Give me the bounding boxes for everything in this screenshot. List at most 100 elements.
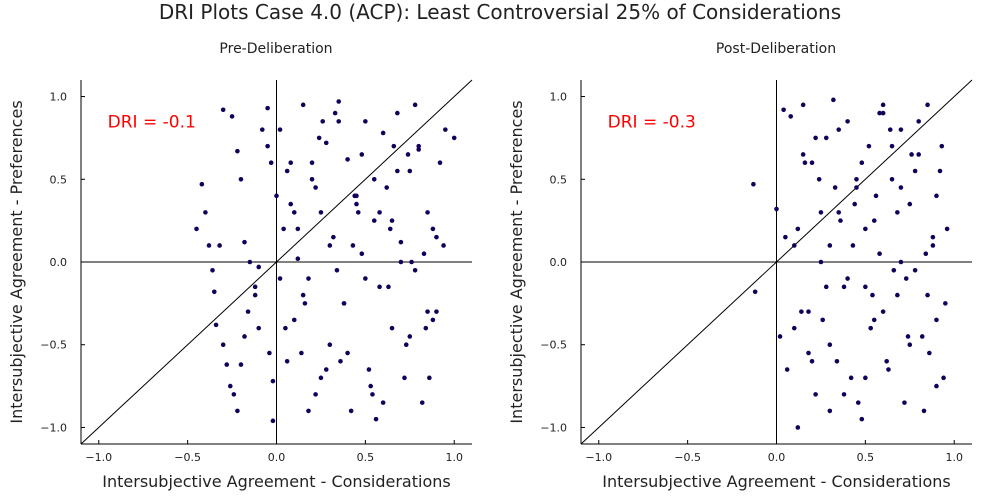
data-point: [309, 160, 315, 166]
data-point: [925, 102, 930, 108]
data-point: [395, 110, 400, 116]
data-point: [398, 259, 404, 265]
data-point: [355, 210, 361, 215]
data-point: [270, 378, 276, 384]
data-point: [451, 135, 457, 141]
data-point: [752, 289, 758, 295]
data-point: [409, 259, 414, 265]
data-point: [783, 234, 788, 240]
data-point: [345, 157, 350, 162]
y-tick-label: −1.0: [40, 421, 67, 434]
data-point: [412, 102, 418, 108]
data-point: [352, 193, 358, 199]
data-point: [318, 375, 324, 381]
data-point: [238, 176, 244, 182]
data-point: [781, 107, 786, 113]
data-point: [841, 392, 847, 397]
data-point: [235, 148, 240, 154]
data-point: [430, 317, 436, 323]
data-point: [898, 127, 904, 132]
data-point: [270, 418, 276, 424]
data-point: [348, 408, 354, 414]
data-point: [363, 276, 368, 281]
data-point: [848, 375, 854, 381]
data-point: [323, 140, 329, 146]
y-tick-label: 0.5: [550, 173, 568, 186]
data-point: [852, 201, 857, 207]
chart-post-deliberation: Post-Deliberation −1.0 −0.5 0.0 0.5 1.0 −1.0 −0…: [507, 41, 973, 491]
data-point: [927, 350, 932, 356]
data-point: [327, 342, 333, 348]
data-point: [354, 201, 359, 207]
data-point: [802, 160, 808, 166]
data-point: [288, 201, 294, 207]
data-point: [870, 292, 875, 298]
data-point: [841, 284, 847, 290]
data-point: [836, 127, 842, 132]
y-axis-label: Intersubjective Agreement - Preferences: [507, 100, 526, 423]
data-point: [871, 317, 877, 323]
data-point: [306, 408, 311, 414]
data-point: [368, 383, 373, 389]
data-point: [818, 210, 824, 215]
data-point: [398, 239, 404, 245]
data-point: [338, 358, 343, 364]
data-point: [213, 322, 219, 328]
data-point: [791, 243, 797, 248]
data-point: [854, 185, 859, 190]
y-tick-label: −0.5: [540, 339, 567, 352]
panel-title: Post-Deliberation: [716, 41, 836, 57]
data-point: [820, 317, 826, 323]
data-point: [921, 408, 927, 414]
data-point: [834, 358, 840, 364]
data-point: [925, 292, 930, 298]
data-point: [912, 267, 918, 273]
data-point: [341, 301, 347, 306]
data-point: [884, 358, 889, 364]
data-point: [800, 152, 806, 157]
data-point: [370, 392, 375, 397]
data-point: [256, 264, 262, 270]
data-point: [318, 210, 324, 215]
data-point: [423, 325, 429, 331]
data-point: [836, 210, 842, 215]
data-point: [806, 350, 811, 356]
data-point: [791, 325, 797, 331]
data-point: [235, 408, 240, 414]
data-point: [336, 99, 342, 104]
data-point: [907, 342, 913, 348]
data-point: [265, 105, 270, 111]
data-point: [863, 375, 868, 381]
data-point: [331, 234, 336, 240]
data-point: [416, 143, 421, 149]
data-point: [268, 160, 274, 166]
data-point: [371, 176, 377, 182]
x-axis-label: Intersubjective Agreement - Consideratio…: [102, 472, 450, 491]
data-point: [277, 127, 283, 132]
data-point: [909, 152, 914, 157]
data-point: [813, 392, 818, 397]
data-point: [377, 210, 382, 215]
data-point: [306, 276, 311, 281]
data-point: [377, 284, 382, 290]
data-point: [334, 267, 340, 273]
data-point: [425, 210, 430, 215]
data-point: [256, 325, 262, 331]
data-point: [259, 127, 265, 132]
x-tick-label: 0.5: [357, 451, 375, 464]
y-tick-label: 1.0: [550, 91, 568, 104]
data-point: [774, 206, 779, 212]
data-point: [784, 367, 790, 372]
identity-diagonal-line: [80, 79, 473, 445]
data-point: [831, 97, 836, 103]
data-point: [300, 102, 306, 108]
data-point: [405, 152, 411, 157]
data-point: [371, 218, 377, 223]
data-point: [300, 292, 306, 298]
data-point: [194, 226, 199, 232]
y-axis-label: Intersubjective Agreement - Preferences: [7, 100, 26, 423]
x-axis-label: Intersubjective Agreement - Consideratio…: [602, 472, 950, 491]
data-point: [206, 243, 212, 248]
data-point: [380, 400, 386, 405]
